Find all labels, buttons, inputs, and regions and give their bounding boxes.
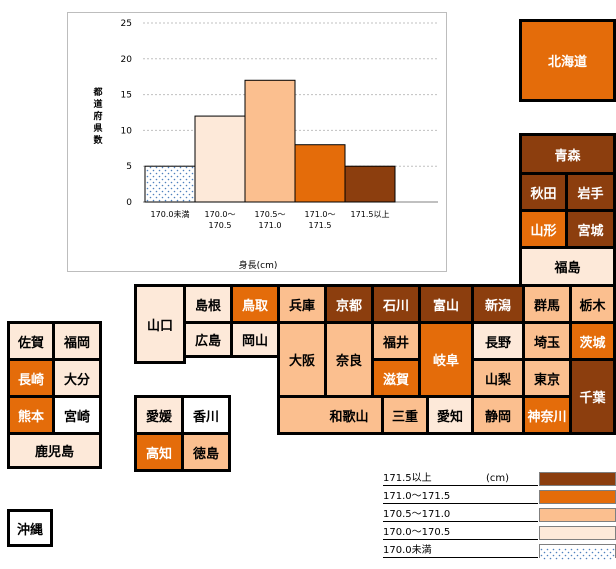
prefecture-okayama: 岡山	[230, 321, 280, 358]
prefecture-nagano: 長野	[471, 321, 525, 361]
x-tick-label: 171.0	[259, 221, 282, 230]
prefecture-toyama: 富山	[418, 284, 474, 324]
y-tick-label: 5	[126, 162, 132, 172]
prefecture-shimane: 島根	[183, 284, 233, 324]
prefecture-ibaraki: 茨城	[569, 321, 616, 361]
prefecture-nara: 奈良	[324, 321, 374, 398]
prefecture-fukushima: 福島	[519, 246, 616, 287]
prefecture-kochi: 高知	[134, 432, 184, 472]
histogram-bar	[244, 79, 296, 203]
prefecture-hyogo: 兵庫	[277, 284, 327, 324]
prefecture-hokkaido: 北海道	[519, 19, 616, 102]
prefecture-aichi: 愛知	[426, 395, 474, 435]
legend-label: 170.0未満	[383, 544, 538, 558]
prefecture-akita: 秋田	[519, 172, 568, 212]
prefecture-ehime: 愛媛	[134, 395, 184, 435]
prefecture-shiga: 滋賀	[371, 358, 421, 398]
prefecture-tokushima: 徳島	[181, 432, 231, 472]
prefecture-gunma: 群馬	[522, 284, 572, 324]
prefecture-fukuoka: 福岡	[52, 321, 102, 361]
legend-row: 170.0未満	[383, 544, 616, 560]
legend-row: 170.0〜170.5	[383, 526, 616, 541]
y-tick-label: 25	[121, 19, 132, 29]
histogram-chart: 0 5 10 15 20 25 170.0未満 170.0〜 170.5 170.5〜 171.0…	[67, 12, 447, 272]
prefecture-osaka: 大阪	[277, 321, 327, 398]
prefecture-nagasaki: 長崎	[7, 358, 55, 398]
prefecture-fukui: 福井	[371, 321, 421, 361]
prefecture-hiroshima: 広島	[183, 321, 233, 358]
prefecture-tochigi: 栃木	[569, 284, 616, 324]
legend-row: 171.5以上 (cm)	[383, 472, 616, 487]
histogram-plot: 0 5 10 15 20 25 170.0未満 170.0〜 170.5 170.5〜 171.0…	[121, 19, 438, 230]
prefecture-yamanashi: 山梨	[471, 358, 525, 398]
prefecture-yamagata: 山形	[519, 209, 568, 249]
x-tick-label: 170.0〜	[205, 210, 236, 219]
prefecture-gifu: 岐阜	[418, 321, 474, 398]
prefecture-miyazaki: 宮崎	[52, 395, 102, 435]
prefecture-niigata: 新潟	[471, 284, 525, 324]
prefecture-aomori: 青森	[519, 133, 616, 175]
legend-row: 171.0〜171.5	[383, 490, 616, 505]
prefecture-kagoshima: 鹿児島	[7, 432, 102, 469]
x-axis-label: 身長(cm)	[238, 261, 278, 271]
prefecture-shizuoka: 静岡	[471, 395, 525, 435]
y-tick-label: 0	[126, 198, 132, 208]
prefecture-iwate: 岩手	[565, 172, 616, 212]
x-tick-label: 171.0〜	[305, 210, 336, 219]
legend-label: 171.0〜171.5	[383, 490, 538, 504]
legend-swatch	[539, 526, 616, 540]
prefecture-tokyo: 東京	[522, 358, 572, 398]
histogram-bar	[294, 144, 346, 203]
legend-swatch	[539, 544, 616, 560]
prefecture-yamaguchi: 山口	[134, 284, 186, 364]
prefecture-miyagi: 宮城	[565, 209, 616, 249]
y-axis-label: 都道府県数	[93, 88, 103, 146]
prefecture-saga: 佐賀	[7, 321, 55, 361]
histogram-bar	[194, 115, 246, 203]
prefecture-mie: 三重	[381, 395, 429, 435]
histogram-bar	[144, 165, 196, 203]
legend-swatch	[539, 472, 616, 486]
prefecture-kanagawa: 神奈川	[522, 395, 572, 435]
x-tick-label: 170.5	[209, 221, 232, 230]
legend-label: 170.0〜170.5	[383, 526, 538, 540]
prefecture-ishikawa: 石川	[371, 284, 421, 324]
y-tick-label: 10	[121, 126, 133, 136]
x-tick-label: 171.5	[309, 221, 332, 230]
prefecture-kagawa: 香川	[181, 395, 231, 435]
x-tick-label: 171.5以上	[351, 210, 390, 219]
prefecture-chiba: 千葉	[569, 358, 616, 435]
legend-label: 171.5以上	[383, 473, 432, 484]
y-tick-label: 15	[121, 91, 132, 101]
prefecture-oita: 大分	[52, 358, 102, 398]
histogram-bar	[344, 165, 396, 203]
legend-label: 170.5〜171.0	[383, 508, 538, 522]
prefecture-kumamoto: 熊本	[7, 395, 55, 435]
prefecture-okinawa: 沖縄	[7, 509, 53, 547]
prefecture-tottori: 鳥取	[230, 284, 280, 324]
x-tick-label: 170.5〜	[255, 210, 286, 219]
legend-unit: (cm)	[486, 473, 510, 484]
legend-row: 170.5〜171.0	[383, 508, 616, 523]
prefecture-kyoto: 京都	[324, 284, 374, 324]
legend-swatch	[539, 490, 616, 504]
prefecture-saitama: 埼玉	[522, 321, 572, 361]
legend-swatch	[539, 508, 616, 522]
x-tick-label: 170.0未満	[151, 209, 190, 219]
y-tick-label: 20	[121, 55, 133, 65]
